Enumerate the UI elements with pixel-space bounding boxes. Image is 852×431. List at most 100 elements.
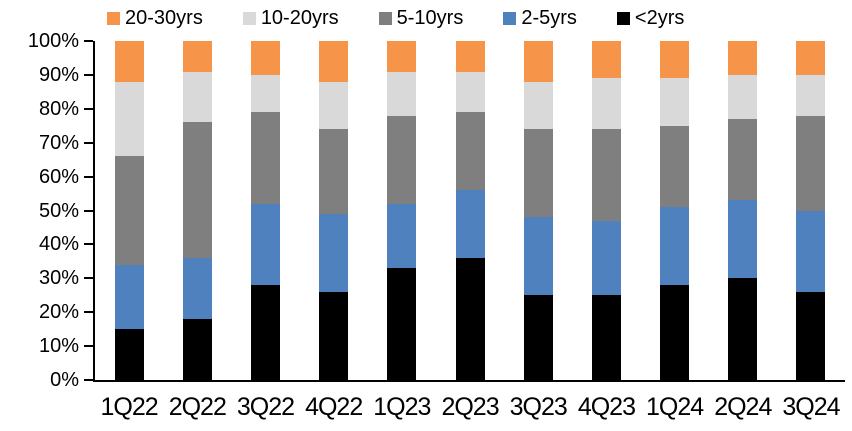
bar-slot-2q24 — [709, 41, 777, 380]
y-axis-tick — [84, 40, 93, 42]
x-axis-label-3q23: 3Q23 — [509, 393, 568, 421]
legend-swatch-10-20yrs — [242, 11, 256, 25]
bar-segment-10-20yrs — [319, 81, 349, 130]
y-axis-tick — [84, 107, 93, 110]
bar-segment-20-30yrs — [728, 41, 758, 75]
bar-segment-2-5yrs — [182, 257, 212, 319]
bar-segment-lt2yrs — [182, 318, 212, 380]
bar-segment-20-30yrs — [319, 41, 349, 82]
bar-segment-20-30yrs — [796, 41, 826, 75]
bar-segment-5-10yrs — [660, 125, 690, 208]
legend-swatch-5-10yrs — [378, 11, 392, 25]
bar-segment-2-5yrs — [660, 207, 690, 286]
bar-1q24 — [660, 41, 690, 380]
legend-item-10-20yrs: 10-20yrs — [242, 6, 339, 30]
bar-segment-lt2yrs — [455, 257, 485, 380]
y-axis-tick — [84, 277, 93, 280]
bar-slot-1q24 — [641, 41, 709, 380]
bar-segment-10-20yrs — [114, 81, 144, 157]
bar-1q23 — [387, 41, 417, 380]
bar-2q24 — [728, 41, 758, 380]
bar-segment-10-20yrs — [250, 74, 280, 113]
bar-segment-lt2yrs — [591, 295, 621, 380]
bar-3q22 — [250, 41, 280, 380]
bar-segment-5-10yrs — [455, 112, 485, 191]
bar-segment-2-5yrs — [114, 264, 144, 330]
legend: 20-30yrs 10-20yrs 5-10yrs 2-5yrs <2yrs — [107, 5, 684, 31]
x-axis-label-1q23: 1Q23 — [373, 393, 431, 421]
x-axis-labels: 1Q22 2Q22 3Q22 4Q22 1Q23 2Q23 3Q23 4Q23 1Q24 2Q24… — [95, 392, 845, 422]
x-axis-label-1q22: 1Q22 — [100, 393, 159, 421]
bar-slot-3q22 — [231, 41, 299, 380]
bar-segment-10-20yrs — [455, 71, 485, 113]
bar-segment-20-30yrs — [455, 41, 485, 72]
bar-segment-2-5yrs — [796, 210, 826, 292]
bar-segment-2-5yrs — [728, 200, 758, 279]
bar-slot-1q23 — [368, 41, 436, 380]
bar-segment-lt2yrs — [319, 291, 349, 380]
bar-segment-5-10yrs — [250, 112, 280, 204]
bar-segment-2-5yrs — [319, 213, 349, 292]
bar-segment-lt2yrs — [728, 278, 758, 380]
bar-segment-2-5yrs — [455, 190, 485, 258]
bar-segment-lt2yrs — [660, 285, 690, 380]
bar-4q22 — [319, 41, 349, 380]
y-axis-tick — [84, 243, 93, 246]
y-axis-tick — [84, 209, 93, 212]
x-axis-label-1q24: 1Q24 — [646, 393, 704, 421]
y-axis-tick-label: 10% — [38, 335, 79, 358]
y-axis-tick-label: 30% — [38, 267, 79, 290]
bar-1q22 — [114, 41, 144, 380]
legend-item-lt2yrs: <2yrs — [616, 6, 684, 30]
bar-segment-10-20yrs — [182, 71, 212, 123]
bar-segment-lt2yrs — [523, 295, 553, 380]
x-axis-label-2q22: 2Q22 — [168, 393, 227, 421]
bar-segment-20-30yrs — [250, 41, 280, 75]
bar-segment-lt2yrs — [250, 285, 280, 380]
y-axis-tick-label: 80% — [38, 97, 79, 120]
y-axis-tick — [84, 175, 93, 178]
legend-label-20-30yrs: 20-30yrs — [125, 7, 203, 29]
bar-slot-3q23 — [504, 41, 572, 380]
bar-2q22 — [182, 41, 212, 380]
bar-slot-3q24 — [777, 41, 845, 380]
bar-slot-1q22 — [95, 41, 163, 380]
x-axis-line — [93, 380, 845, 382]
y-axis-tick-label: 20% — [38, 301, 79, 324]
bar-segment-10-20yrs — [728, 74, 758, 119]
bar-segment-20-30yrs — [182, 41, 212, 72]
x-axis-label-3q22: 3Q22 — [236, 393, 295, 421]
bar-segment-20-30yrs — [114, 41, 144, 82]
bar-slot-2q23 — [436, 41, 504, 380]
y-axis-tick-label: 60% — [38, 165, 79, 188]
y-axis-tick-label: 70% — [38, 131, 79, 154]
y-axis-tick-label: 90% — [38, 63, 79, 86]
bar-segment-20-30yrs — [660, 41, 690, 79]
y-axis-tick — [84, 141, 93, 144]
y-axis-tick — [84, 73, 93, 76]
bar-segment-2-5yrs — [387, 203, 417, 269]
bar-slot-2q22 — [163, 41, 231, 380]
y-axis-tick — [84, 379, 93, 381]
legend-swatch-2-5yrs — [503, 11, 517, 25]
y-axis-tick-label: 50% — [38, 199, 79, 222]
bar-segment-20-30yrs — [523, 41, 553, 82]
x-axis-label-2q24: 2Q24 — [714, 393, 772, 421]
legend-label-5-10yrs: 5-10yrs — [396, 7, 464, 29]
plot-area: 0% 10% 20% 30% 40% 50% 60% 70% 80% 90% 100% — [28, 30, 845, 391]
bar-segment-2-5yrs — [523, 217, 553, 296]
bar-segment-5-10yrs — [319, 129, 349, 214]
x-axis-label-4q22: 4Q22 — [305, 393, 363, 421]
y-axis-tick-label: 0% — [50, 369, 79, 391]
legend-label-2-5yrs: 2-5yrs — [521, 7, 577, 29]
bar-segment-lt2yrs — [796, 291, 826, 380]
bar-4q23 — [591, 41, 621, 380]
bar-segment-5-10yrs — [387, 115, 417, 204]
y-axis-tick — [84, 345, 93, 348]
bar-segment-2-5yrs — [591, 220, 621, 296]
bar-segment-2-5yrs — [250, 203, 280, 286]
legend-label-10-20yrs: 10-20yrs — [260, 7, 339, 29]
bar-2q23 — [455, 41, 485, 380]
y-axis-tick-label: 100% — [27, 30, 79, 52]
